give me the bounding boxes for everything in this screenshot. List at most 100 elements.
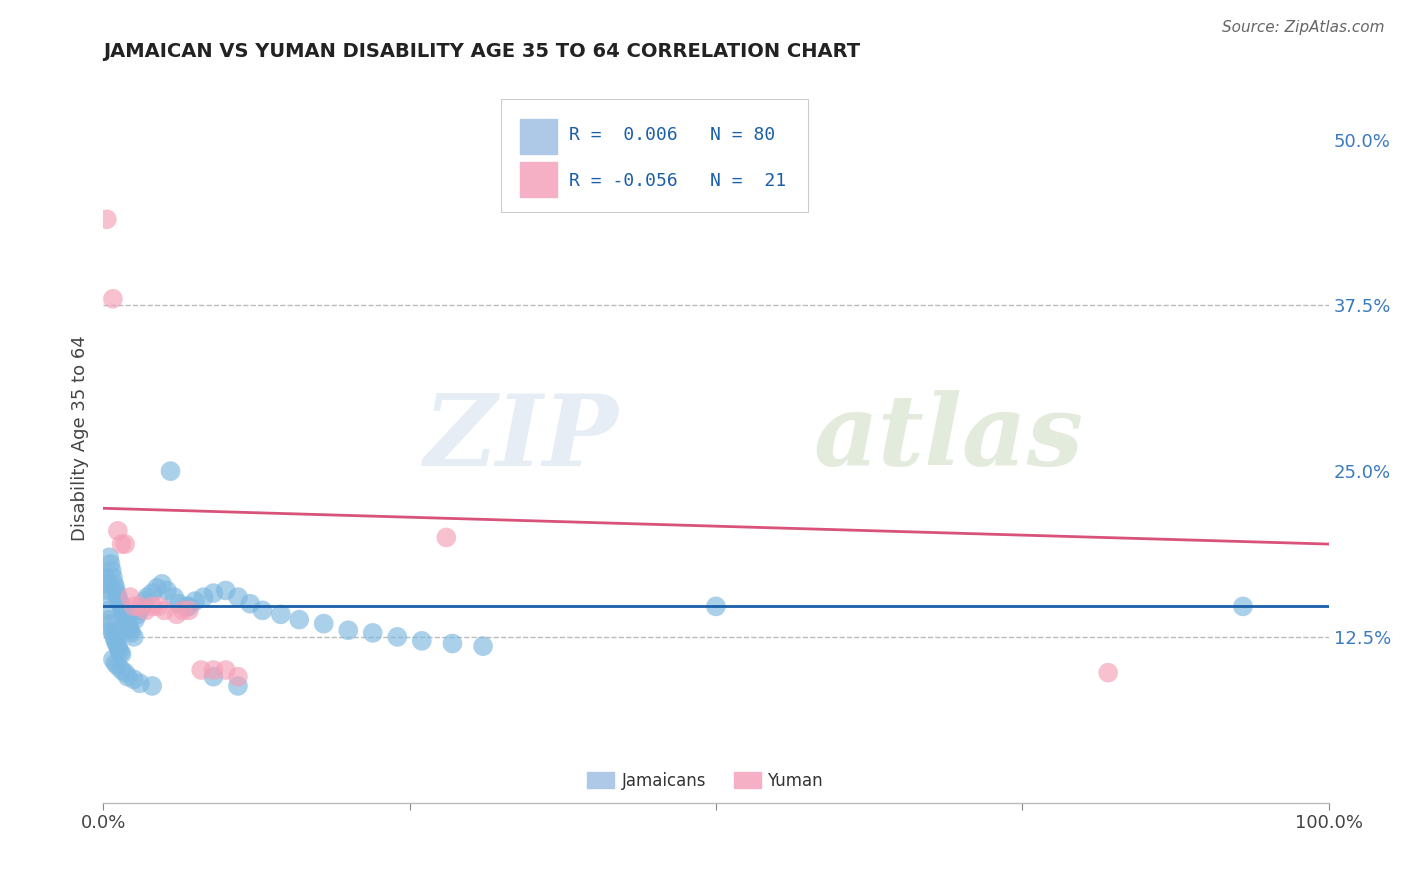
Point [441, 636, 464, 650]
Point [141, 679, 163, 693]
Point [107, 524, 129, 538]
Text: ZIP: ZIP [423, 390, 617, 486]
Point [190, 663, 212, 677]
Point [111, 603, 134, 617]
Point [202, 670, 225, 684]
Point [124, 613, 146, 627]
Point [129, 603, 152, 617]
Point [104, 581, 127, 595]
Point [101, 570, 124, 584]
Point [98, 603, 121, 617]
Point [177, 603, 200, 617]
Point [146, 581, 169, 595]
Point [150, 577, 173, 591]
Point [153, 603, 176, 617]
Point [193, 590, 215, 604]
Point [115, 613, 138, 627]
Point [118, 621, 141, 635]
Point [108, 643, 131, 657]
Point [270, 607, 292, 622]
Bar [520, 162, 557, 197]
Point [100, 624, 122, 638]
Point [98, 613, 121, 627]
Point [100, 564, 122, 578]
Point [108, 594, 131, 608]
Point [184, 594, 207, 608]
Point [103, 577, 125, 591]
Point [101, 292, 124, 306]
Text: Source: ZipAtlas.com: Source: ZipAtlas.com [1222, 20, 1385, 35]
Y-axis label: Disability Age 35 to 64: Disability Age 35 to 64 [72, 335, 89, 541]
Text: Jamaicans: Jamaicans [621, 772, 706, 789]
Point [101, 652, 124, 666]
Point [163, 590, 186, 604]
Point [104, 633, 127, 648]
Bar [520, 119, 557, 153]
Point [239, 597, 262, 611]
Point [114, 537, 136, 551]
Point [387, 630, 409, 644]
Point [141, 599, 163, 614]
Point [98, 550, 121, 565]
Point [704, 599, 727, 614]
Point [122, 599, 145, 614]
Point [136, 590, 159, 604]
Point [337, 624, 360, 638]
Point [176, 599, 198, 614]
Point [97, 583, 120, 598]
Point [112, 607, 135, 622]
Point [120, 626, 142, 640]
Point [117, 616, 139, 631]
Text: JAMAICAN VS YUMAN DISABILITY AGE 35 TO 64 CORRELATION CHART: JAMAICAN VS YUMAN DISABILITY AGE 35 TO 6… [103, 42, 860, 61]
Point [122, 673, 145, 687]
Point [94, 570, 117, 584]
Point [110, 647, 132, 661]
Point [103, 630, 125, 644]
Text: Yuman: Yuman [768, 772, 823, 789]
Bar [734, 772, 761, 788]
Point [472, 639, 495, 653]
Point [110, 597, 132, 611]
Point [215, 663, 238, 677]
Point [177, 599, 200, 614]
Point [141, 586, 163, 600]
Point [226, 590, 249, 604]
Point [114, 610, 136, 624]
Point [172, 603, 194, 617]
Text: R =  0.006: R = 0.006 [569, 127, 678, 145]
Point [361, 626, 384, 640]
Point [120, 624, 142, 638]
Point [96, 577, 118, 591]
Text: N =  21: N = 21 [710, 171, 786, 190]
Point [120, 590, 142, 604]
Point [110, 646, 132, 660]
Point [166, 607, 188, 622]
Point [129, 599, 152, 614]
Point [129, 676, 152, 690]
Point [159, 464, 181, 478]
Point [110, 599, 132, 614]
Point [100, 557, 122, 571]
Point [104, 657, 127, 671]
FancyBboxPatch shape [502, 99, 808, 212]
Point [100, 616, 122, 631]
Point [134, 594, 156, 608]
Text: R = -0.056: R = -0.056 [569, 171, 678, 190]
Point [97, 590, 120, 604]
Point [105, 636, 128, 650]
Point [312, 616, 335, 631]
Point [135, 603, 157, 617]
Point [202, 663, 225, 677]
Point [107, 659, 129, 673]
Point [122, 630, 145, 644]
Point [252, 603, 274, 617]
Point [107, 590, 129, 604]
Point [107, 639, 129, 653]
Point [288, 613, 311, 627]
Point [1232, 599, 1254, 614]
Bar [588, 772, 614, 788]
Point [226, 679, 249, 693]
Point [110, 663, 132, 677]
Point [105, 586, 128, 600]
Point [156, 583, 179, 598]
